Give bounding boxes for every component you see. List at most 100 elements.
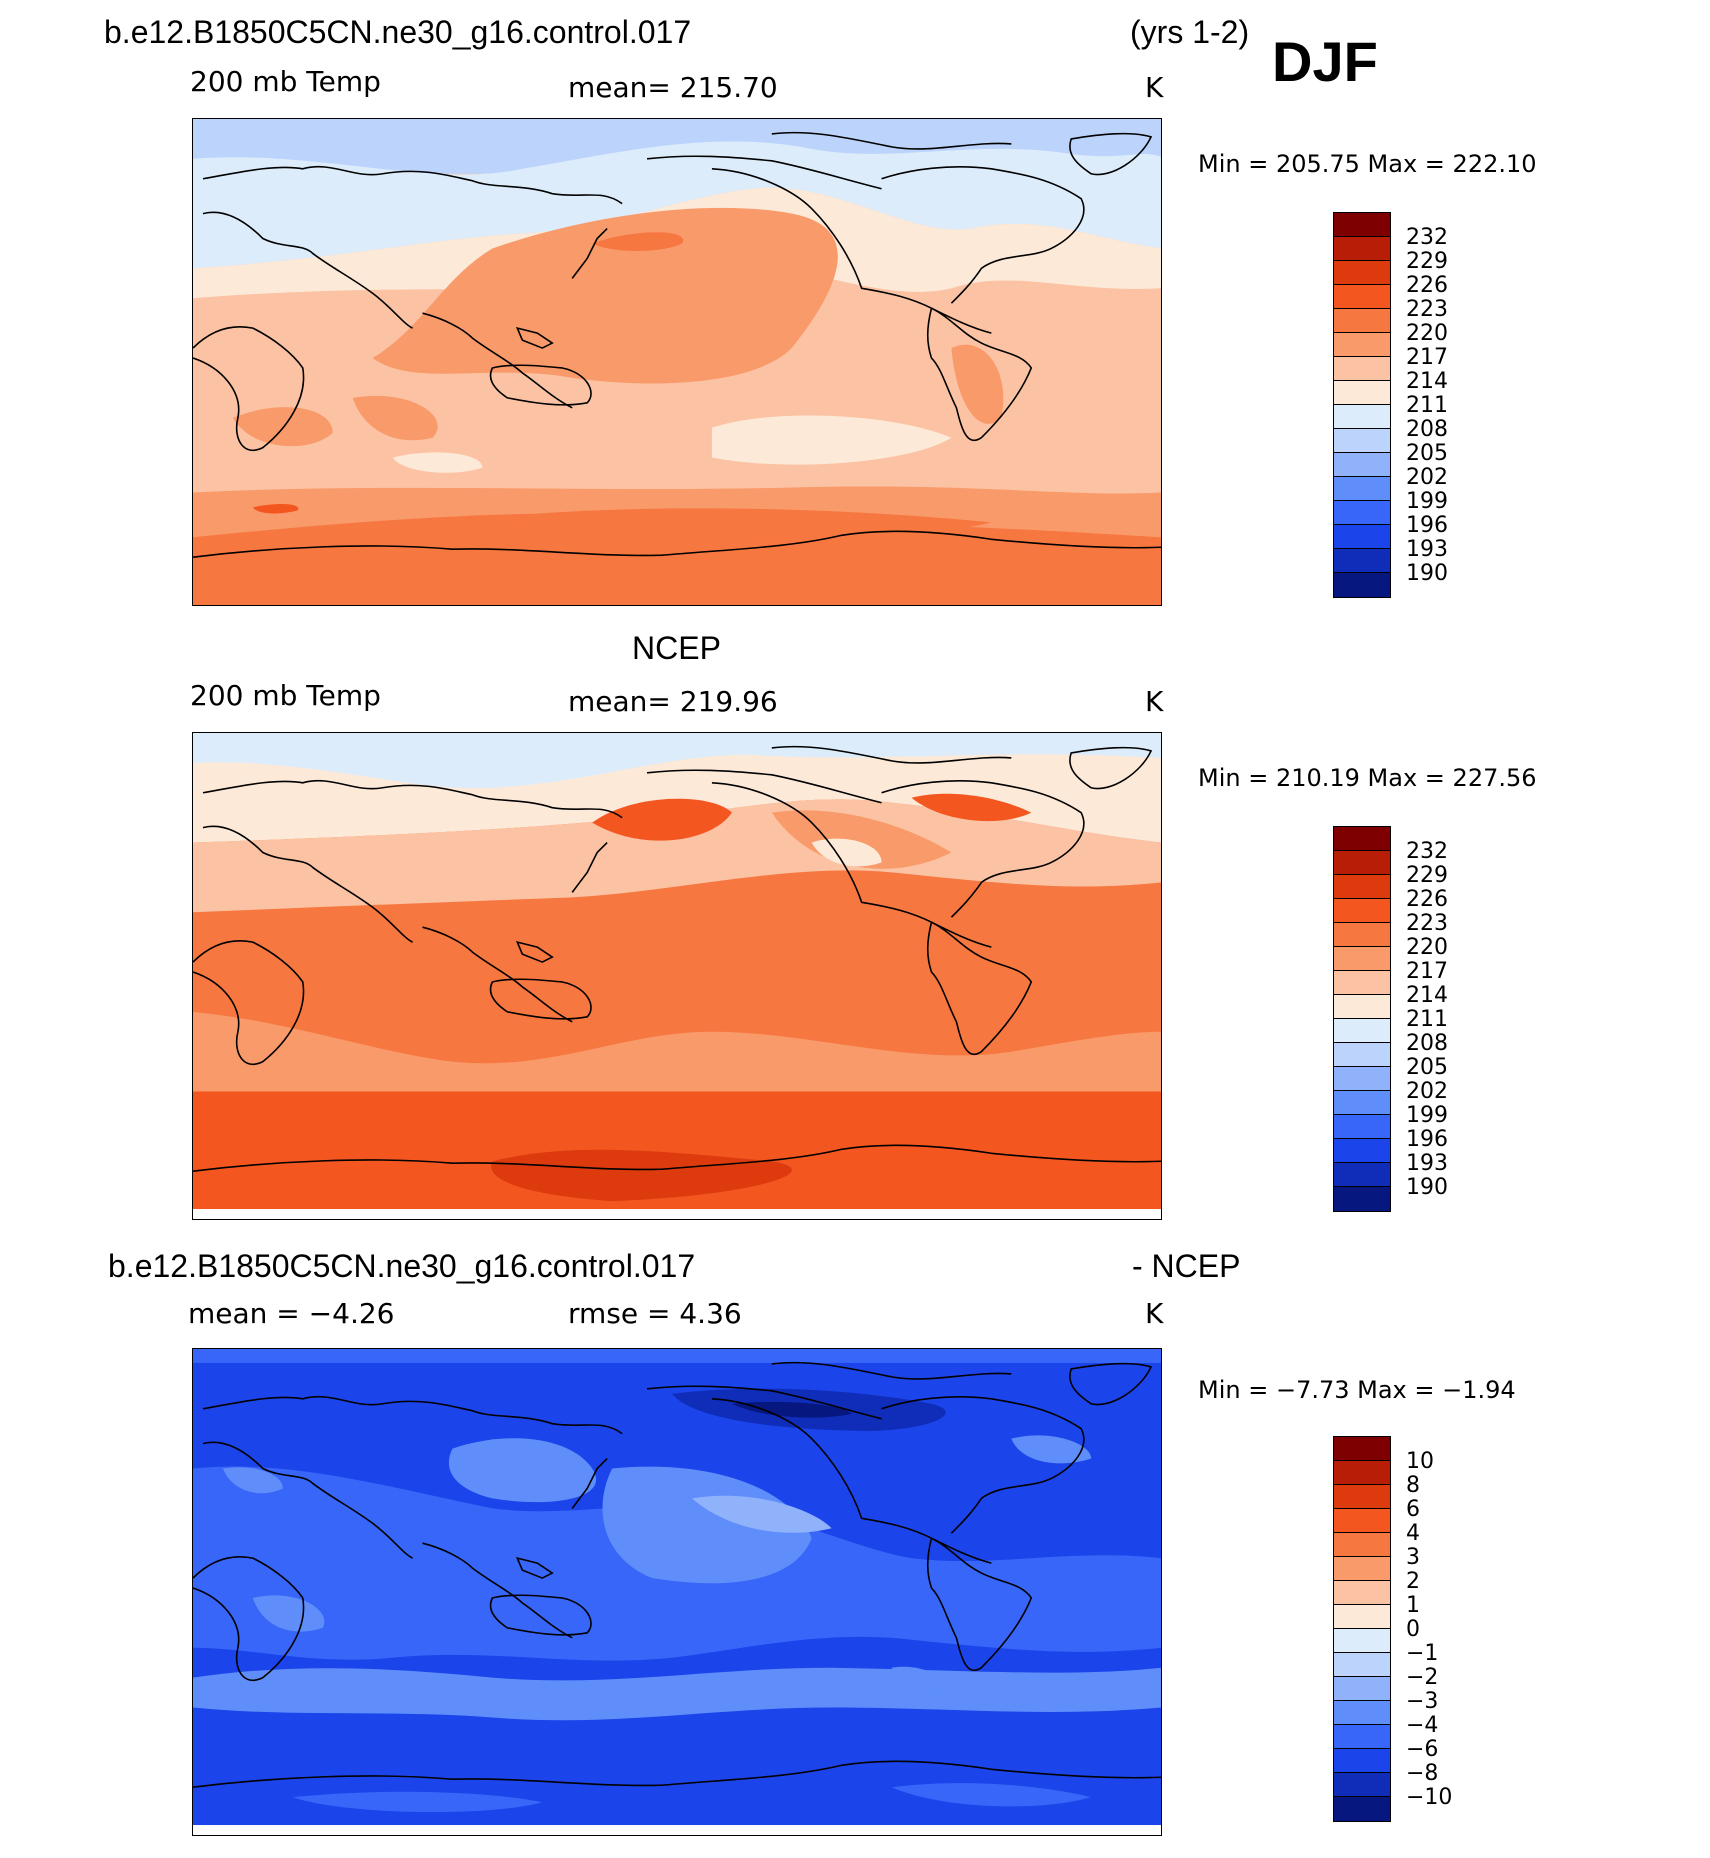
colorbar-swatch — [1334, 501, 1390, 525]
colorbar-swatch — [1334, 1581, 1390, 1605]
colorbar-swatch — [1334, 213, 1390, 237]
colorbar-label: 226 — [1406, 273, 1448, 298]
panel1-map-svg — [193, 119, 1161, 605]
colorbar-label: 229 — [1406, 249, 1448, 274]
colorbar-label: 205 — [1406, 1055, 1448, 1080]
colorbar-swatch — [1334, 1605, 1390, 1629]
panel2-map-svg — [193, 733, 1161, 1219]
colorbar-label: 217 — [1406, 959, 1448, 984]
colorbar-swatch — [1334, 1797, 1390, 1821]
colorbar-label: 202 — [1406, 1079, 1448, 1104]
colorbar-swatch — [1334, 1091, 1390, 1115]
colorbar-label: 214 — [1406, 983, 1448, 1008]
colorbar-label: 1 — [1406, 1593, 1420, 1618]
colorbar-swatch — [1334, 333, 1390, 357]
colorbar-swatch — [1334, 971, 1390, 995]
colorbar-swatch — [1334, 1067, 1390, 1091]
colorbar-swatch — [1334, 899, 1390, 923]
colorbar-swatch — [1334, 1139, 1390, 1163]
colorbar-swatch — [1334, 1437, 1390, 1461]
colorbar-label: 193 — [1406, 1151, 1448, 1176]
colorbar-label: 220 — [1406, 935, 1448, 960]
colorbar-swatch — [1334, 453, 1390, 477]
colorbar-label: 214 — [1406, 369, 1448, 394]
panel3-units: K — [1145, 1297, 1164, 1330]
colorbar-label: 2 — [1406, 1569, 1420, 1594]
colorbar-label: 232 — [1406, 225, 1448, 250]
colorbar-label: 208 — [1406, 1031, 1448, 1056]
colorbar-swatch — [1334, 237, 1390, 261]
colorbar-label: 193 — [1406, 537, 1448, 562]
colorbar-label: 8 — [1406, 1473, 1420, 1498]
colorbar-swatch — [1334, 381, 1390, 405]
colorbar-label: 4 — [1406, 1521, 1420, 1546]
panel1-colorbar — [1333, 212, 1391, 598]
colorbar-swatch — [1334, 1701, 1390, 1725]
panel2-colorbar — [1333, 826, 1391, 1212]
colorbar-label: −6 — [1406, 1737, 1439, 1762]
colorbar-label: 0 — [1406, 1617, 1420, 1642]
panel2-units: K — [1145, 685, 1164, 718]
colorbar-swatch — [1334, 827, 1390, 851]
colorbar-swatch — [1334, 1557, 1390, 1581]
colorbar-label: 3 — [1406, 1545, 1420, 1570]
colorbar-label: −4 — [1406, 1713, 1439, 1738]
colorbar-swatch — [1334, 1163, 1390, 1187]
colorbar-swatch — [1334, 923, 1390, 947]
colorbar-swatch — [1334, 477, 1390, 501]
panel1-variable-label: 200 mb Temp — [190, 65, 381, 98]
colorbar-label: 202 — [1406, 465, 1448, 490]
panel2-map — [192, 732, 1162, 1220]
colorbar-label: 196 — [1406, 1127, 1448, 1152]
colorbar-swatch — [1334, 261, 1390, 285]
colorbar-label: 232 — [1406, 839, 1448, 864]
colorbar-swatch — [1334, 1115, 1390, 1139]
panel1-mean-label: mean= 215.70 — [568, 71, 778, 104]
colorbar-label: 205 — [1406, 441, 1448, 466]
colorbar-swatch — [1334, 875, 1390, 899]
colorbar-swatch — [1334, 1773, 1390, 1797]
colorbar-label: −3 — [1406, 1689, 1439, 1714]
panel3-colorbar — [1333, 1436, 1391, 1822]
colorbar-swatch — [1334, 525, 1390, 549]
colorbar-swatch — [1334, 357, 1390, 381]
colorbar-swatch — [1334, 1509, 1390, 1533]
panel3-minmax: Min = −7.73 Max = −1.94 — [1198, 1376, 1516, 1404]
panel3-title-left: b.e12.B1850C5CN.ne30_g16.control.017 — [108, 1248, 696, 1284]
colorbar-swatch — [1334, 1533, 1390, 1557]
panel2-variable-label: 200 mb Temp — [190, 679, 381, 712]
panel1-map — [192, 118, 1162, 606]
colorbar-swatch — [1334, 1629, 1390, 1653]
colorbar-swatch — [1334, 429, 1390, 453]
panel3-mean-label: mean = −4.26 — [188, 1297, 395, 1330]
colorbar-swatch — [1334, 1653, 1390, 1677]
colorbar-swatch — [1334, 1485, 1390, 1509]
colorbar-label: 196 — [1406, 513, 1448, 538]
colorbar-label: −2 — [1406, 1665, 1439, 1690]
panel3-map-svg — [193, 1349, 1161, 1835]
colorbar-label: −8 — [1406, 1761, 1439, 1786]
colorbar-swatch — [1334, 1043, 1390, 1067]
colorbar-label: 190 — [1406, 1175, 1448, 1200]
colorbar-label: 223 — [1406, 911, 1448, 936]
panel1-units: K — [1145, 71, 1164, 104]
colorbar-label: 223 — [1406, 297, 1448, 322]
colorbar-label: 190 — [1406, 561, 1448, 586]
panel3-map — [192, 1348, 1162, 1836]
colorbar-label: 220 — [1406, 321, 1448, 346]
colorbar-swatch — [1334, 947, 1390, 971]
panel2-title: NCEP — [632, 630, 721, 666]
colorbar-label: 229 — [1406, 863, 1448, 888]
season-label: DJF — [1272, 30, 1378, 93]
colorbar-label: 10 — [1406, 1449, 1434, 1474]
colorbar-swatch — [1334, 1461, 1390, 1485]
colorbar-swatch — [1334, 309, 1390, 333]
panel3-title-right: - NCEP — [1132, 1248, 1241, 1284]
years-label: (yrs 1-2) — [1130, 14, 1250, 50]
colorbar-swatch — [1334, 1677, 1390, 1701]
colorbar-label: 211 — [1406, 393, 1448, 418]
panel2-minmax: Min = 210.19 Max = 227.56 — [1198, 764, 1537, 792]
colorbar-label: 199 — [1406, 1103, 1448, 1128]
colorbar-swatch — [1334, 995, 1390, 1019]
colorbar-label: 208 — [1406, 417, 1448, 442]
